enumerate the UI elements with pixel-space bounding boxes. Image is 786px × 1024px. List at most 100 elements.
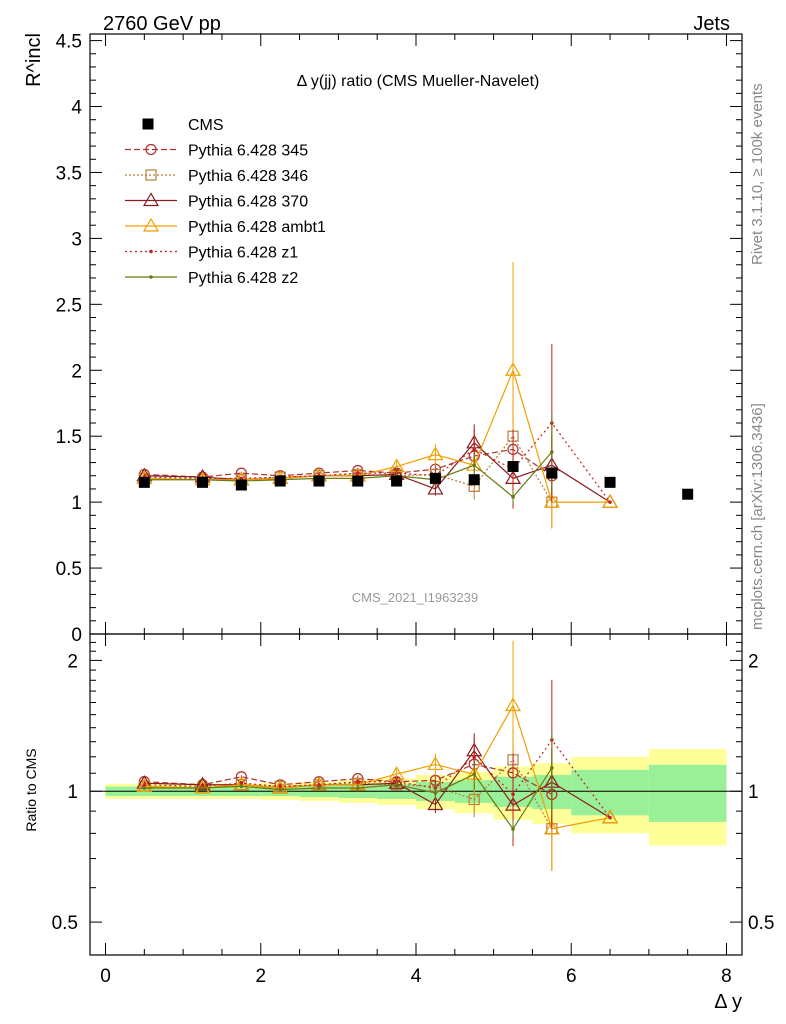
- cms-point: [468, 474, 480, 486]
- ratio-point: [427, 756, 444, 771]
- legend-label: Pythia 6.428 370: [188, 194, 308, 211]
- x-tick-label: 6: [566, 966, 577, 987]
- cms-point: [138, 476, 150, 488]
- cms-point: [604, 476, 616, 488]
- series-line: [144, 448, 553, 478]
- ratio-point: [194, 776, 211, 791]
- y-tick-label: 2.5: [56, 295, 82, 316]
- ratio-series-line: [144, 767, 553, 831]
- ratio-series-3: [136, 640, 619, 871]
- cms-data: [138, 461, 694, 500]
- series-line: [144, 422, 611, 503]
- y-tick-label: 3.5: [56, 163, 82, 184]
- legend-marker: [145, 169, 157, 181]
- series-point: [427, 446, 444, 461]
- ratio-point: [239, 781, 244, 785]
- ratio-point: [427, 796, 444, 811]
- series-line: [144, 368, 611, 503]
- series-5: [142, 412, 554, 504]
- x-tick-label: 2: [255, 966, 266, 987]
- ratio-band-inner: [571, 769, 649, 816]
- y-tick-label: 1.5: [56, 427, 82, 448]
- y-tick-label: 1: [71, 493, 82, 514]
- x-axis-label: Δ y: [714, 991, 742, 1013]
- chart-title: Δ y(jj) ratio (CMS Mueller-Navelet): [297, 73, 540, 90]
- ratio-series-line: [144, 739, 611, 818]
- series-4: [142, 343, 612, 509]
- side-label-bottom: mcplots.cern.ch [arXiv:1306.3436]: [749, 403, 766, 630]
- cms-point: [313, 475, 325, 487]
- series-point: [602, 493, 619, 508]
- ratio-y-tick-label: 1: [67, 782, 78, 803]
- ratio-point: [608, 815, 612, 820]
- ratio-band-inner: [648, 764, 727, 822]
- legend-label: Pythia 6.428 z1: [188, 245, 298, 262]
- series-point: [239, 476, 244, 481]
- ratio-point: [317, 783, 321, 787]
- legend-marker: [145, 143, 157, 156]
- main-panel: 0 0.5 1 1.5 2 2.5 3 3.5 4 4.5: [56, 32, 743, 646]
- x-tick-label: 0: [100, 966, 111, 987]
- y-tick-label: 3: [71, 229, 82, 250]
- y-tick-label: 2: [71, 361, 82, 382]
- series-point: [427, 480, 444, 495]
- legend-marker: [142, 217, 160, 232]
- ratio-point: [272, 779, 289, 794]
- ratio-y-tick-label-right: 0.5: [748, 913, 774, 934]
- ratio-panel: 0 2 4 6 8 0.5 0.5 1 1 2 2: [52, 633, 774, 987]
- cms-point: [546, 467, 558, 479]
- legend-label: CMS: [188, 117, 224, 134]
- ratio-point: [310, 776, 328, 791]
- legend-marker: [142, 192, 160, 207]
- series-point: [472, 447, 477, 452]
- y-tick-label: 0: [71, 625, 82, 646]
- series-line: [144, 435, 553, 503]
- side-label-top: Rivet 3.1.10, ≥ 100k events: [749, 83, 766, 265]
- series-point: [355, 471, 360, 475]
- ratio-point: [504, 697, 522, 712]
- series-2: [136, 424, 619, 508]
- ratio-series-line: [144, 704, 611, 830]
- ratio-point: [136, 778, 153, 792]
- watermark: CMS_2021_I1963239: [352, 590, 479, 605]
- series-point: [608, 500, 612, 504]
- series-point: [472, 463, 477, 468]
- x-tick-label: 8: [721, 966, 732, 987]
- series-point: [511, 495, 515, 499]
- series-line: [144, 441, 611, 503]
- ratio-y-tick-label-right: 1: [748, 782, 759, 803]
- legend: CMS Pythia 6.428 345 Pythia 6.428 346 Pythi…: [125, 117, 326, 287]
- y-tick-label: 4: [71, 98, 82, 119]
- series-0: [138, 416, 558, 509]
- legend-marker: [149, 249, 153, 254]
- legend-label: Pythia 6.428 345: [188, 143, 308, 160]
- series-3: [136, 262, 619, 529]
- y-tick-label: 4.5: [56, 32, 82, 53]
- cms-point: [235, 479, 247, 491]
- legend-marker: [142, 118, 154, 130]
- ratio-point: [194, 779, 211, 794]
- series-point: [550, 450, 554, 454]
- ratio-point: [602, 809, 619, 824]
- series-point: [543, 493, 560, 508]
- ratio-series-line: [144, 763, 553, 795]
- cms-point: [274, 475, 286, 487]
- cms-point: [352, 475, 364, 487]
- legend-label: Pythia 6.428 346: [188, 168, 308, 185]
- series-point: [504, 362, 522, 376]
- x-tick-label: 4: [411, 966, 422, 987]
- legend-label: Pythia 6.428 z2: [188, 270, 298, 287]
- cms-point: [429, 472, 441, 484]
- y-axis-label: R^incl: [23, 33, 45, 87]
- cms-point: [507, 461, 519, 473]
- ratio-y-tick-label: 0.5: [52, 913, 78, 934]
- ratio-y-axis-label: Ratio to CMS: [23, 748, 39, 831]
- legend-label: Pythia 6.428 ambt1: [188, 219, 326, 236]
- cms-point: [391, 475, 403, 487]
- cms-point: [197, 476, 209, 488]
- header-left-label: 2760 GeV pp: [103, 13, 221, 35]
- cms-point: [682, 488, 694, 500]
- ratio-point: [355, 779, 360, 784]
- ratio-y-tick-label-right: 2: [748, 651, 759, 672]
